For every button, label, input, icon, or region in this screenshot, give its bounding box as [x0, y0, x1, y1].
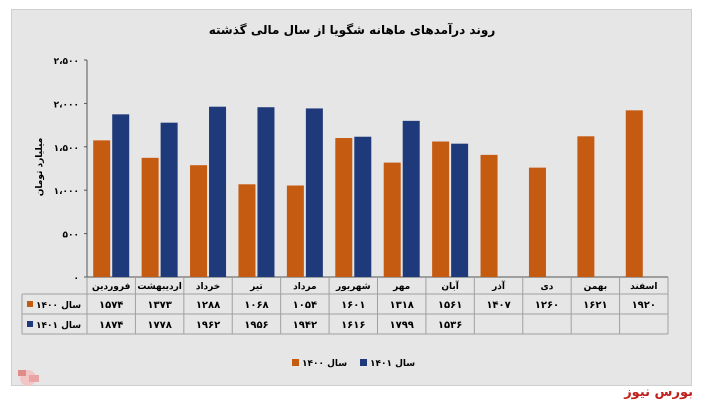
legend-swatch	[292, 359, 299, 366]
legend-label: سال ۱۴۰۰	[302, 359, 347, 369]
y-tick-label: ۰	[74, 274, 80, 284]
y-tick-label: ۱،۰۰۰	[54, 187, 79, 197]
bar-1400	[625, 110, 643, 278]
bar-1400	[93, 140, 111, 277]
logo-icon	[18, 370, 39, 386]
series-row-label: سال ۱۴۰۱	[36, 321, 81, 331]
chart-title: روند درآمدهای ماهانه شگویا از سال مالی گ…	[209, 22, 496, 38]
data-label: ۱۵۷۴	[99, 300, 123, 311]
data-label: ۱۳۱۸	[389, 300, 413, 311]
bar-1400	[528, 167, 546, 277]
data-label: ۱۵۳۶	[438, 320, 462, 331]
bar-1401	[305, 108, 323, 277]
y-tick-label: ۲،۰۰۰	[54, 100, 79, 110]
data-label: ۱۹۵۶	[244, 320, 268, 331]
bar-1400	[383, 162, 401, 277]
bar-1401	[112, 114, 130, 278]
bar-1400	[480, 154, 498, 277]
bar-1400	[335, 138, 353, 277]
bar-1401	[257, 107, 275, 277]
y-tick-label: ۱،۵۰۰	[54, 144, 79, 154]
x-tick-label: آذر	[491, 280, 506, 292]
x-tick-label: اسفند	[630, 282, 657, 292]
legend-swatch	[360, 359, 367, 366]
data-label: ۱۹۴۲	[293, 320, 317, 331]
series-key-swatch	[27, 301, 33, 307]
bar-1400	[432, 141, 450, 277]
y-tick-label: ۵۰۰	[63, 231, 79, 241]
bar-1401	[402, 120, 420, 277]
data-label: ۱۸۷۴	[99, 320, 123, 331]
data-label: ۱۰۶۸	[244, 300, 268, 311]
x-tick-label: فروردین	[92, 282, 130, 292]
x-tick-label: آبان	[441, 280, 459, 292]
data-label: ۱۷۷۸	[147, 320, 171, 331]
data-label: ۱۹۶۲	[196, 320, 220, 331]
bar-1400	[238, 184, 256, 277]
x-tick-label: بهمن	[584, 282, 607, 292]
bar-1401	[160, 122, 178, 277]
data-label: ۱۲۶۰	[535, 300, 559, 311]
data-label: ۱۶۰۱	[341, 300, 365, 311]
y-axis-label: میلیارد تومان	[35, 138, 45, 197]
data-label: ۱۴۰۷	[486, 300, 510, 311]
x-tick-label: خرداد	[196, 282, 220, 292]
bar-1400	[577, 136, 595, 277]
series-key-swatch	[27, 321, 33, 327]
data-label: ۱۶۱۶	[341, 320, 365, 331]
y-tick-label: ۲،۵۰۰	[54, 57, 79, 67]
bar-1400	[190, 165, 208, 277]
x-tick-label: اردیبهشت	[137, 282, 182, 292]
data-label: ۱۳۷۳	[147, 300, 171, 311]
data-label: ۱۶۲۱	[583, 300, 607, 311]
data-label: ۱۰۵۴	[293, 300, 317, 311]
data-label: ۱۷۹۹	[389, 320, 413, 331]
data-label: ۱۹۲۰	[632, 300, 656, 311]
bar-1401	[209, 106, 227, 278]
series-row-label: سال ۱۴۰۰	[36, 301, 81, 311]
x-tick-label: مرداد	[293, 282, 317, 292]
data-label: ۱۵۶۱	[438, 300, 462, 311]
x-tick-label: تیر	[249, 282, 263, 292]
legend-label: سال ۱۴۰۱	[370, 359, 415, 369]
bar-1401	[451, 143, 469, 277]
bar-1401	[354, 136, 372, 277]
brand-name: بورس نیوز	[624, 385, 693, 400]
x-tick-label: مهر	[392, 282, 410, 292]
data-label: ۱۲۸۸	[196, 300, 220, 311]
x-tick-label: دی	[541, 282, 554, 292]
bar-1400	[286, 185, 304, 277]
bar-1400	[141, 157, 159, 277]
x-tick-label: شهریور	[335, 282, 371, 292]
